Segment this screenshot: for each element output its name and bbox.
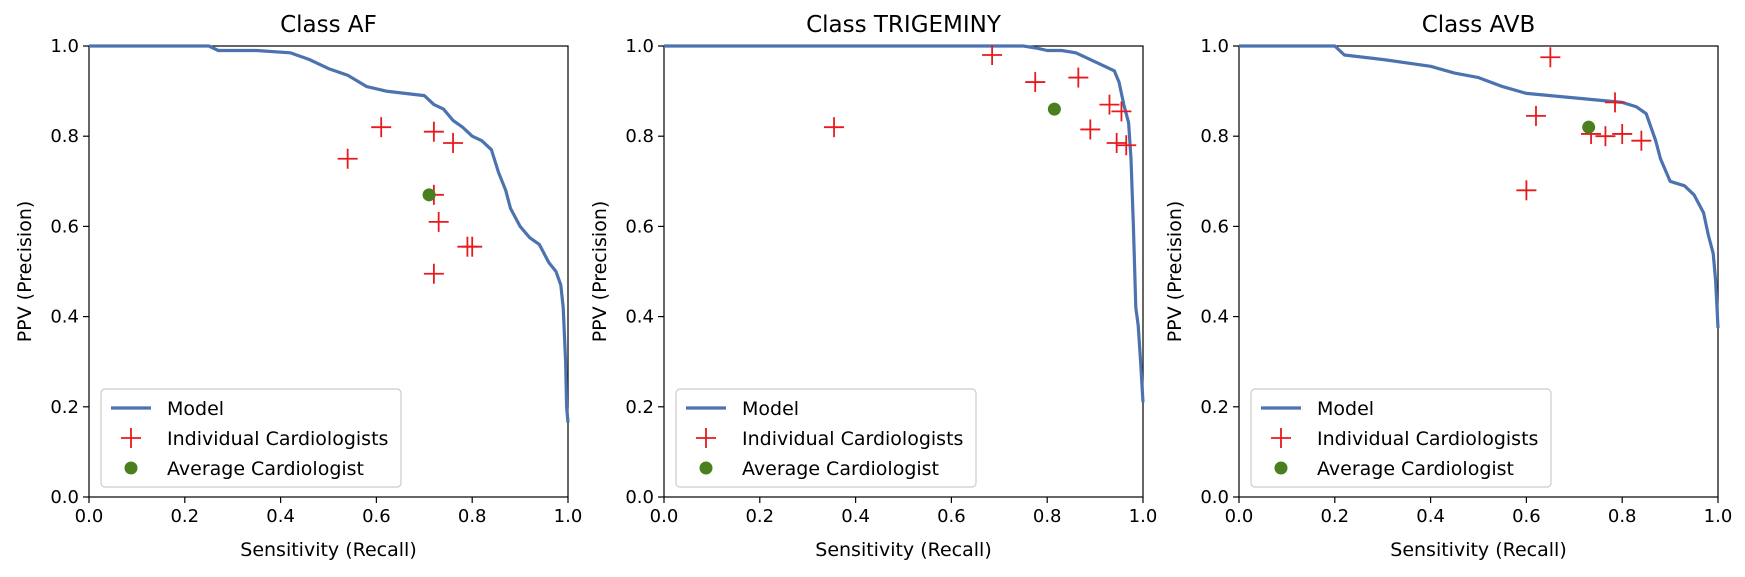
y-tick-label: 0.6 [1200,216,1229,237]
x-tick-label: 0.6 [362,506,391,527]
x-tick-label: 0.8 [458,506,487,527]
legend-label: Model [742,398,799,420]
legend-plus-swatch [696,428,716,448]
legend-dot-swatch [1274,461,1288,475]
cardiologist-point [1612,123,1633,144]
chart-title: Class TRIGEMINY [806,12,1002,38]
y-tick-label: 0.6 [625,216,654,237]
chart-title: Class AVB [1422,12,1536,38]
chart-panel-0: Class AF 0.0 0.2 0.4 0.6 0.8 1.0 0.0 0.2 0.4 0.6 0.… [14,12,582,561]
cardiologist-point [1525,105,1546,126]
x-axis-label: Sensitivity (Recall) [1390,539,1566,561]
cardiologist-point [1068,67,1089,88]
x-axis-label: Sensitivity (Recall) [815,539,991,561]
chart-panel-2: Class AVB 0.0 0.2 0.4 0.6 0.8 1.0 0.0 0.2 0.4 0.6 0… [1164,12,1732,561]
legend-dot-swatch [699,461,713,475]
cardiologist-point [371,117,392,138]
cardiologist-point [1605,92,1626,113]
x-tick-label: 1.0 [554,506,583,527]
cardiologist-point [1116,135,1137,156]
cardiologist-point [337,148,358,169]
legend-label: Average Cardiologist [167,458,364,480]
cardiologist-point [1516,180,1537,201]
y-axis-label: PPV (Precision) [14,201,36,343]
x-tick-label: 0.6 [937,506,966,527]
legend-plus-swatch [121,428,141,448]
model-curve [1239,44,1720,328]
y-tick-label: 0.4 [625,307,654,328]
x-tick-label: 0.2 [745,506,774,527]
y-tick-label: 0.2 [1200,397,1229,418]
x-tick-label: 0.4 [1416,506,1445,527]
x-tick-label: 0.8 [1033,506,1062,527]
cardiologist-point [1111,101,1132,122]
y-tick-label: 0.0 [50,487,79,508]
x-tick-label: 0.6 [1512,506,1541,527]
legend-box [100,388,402,488]
average-cardiologist-point [1582,120,1596,134]
legend: Model Individual Cardiologists Average Car… [675,388,977,488]
x-tick-label: 1.0 [1129,506,1158,527]
y-tick-label: 0.4 [50,307,79,328]
cardiologist-point [824,117,845,138]
cardiologist-point [1595,126,1616,147]
y-tick-label: 1.0 [50,36,79,57]
y-tick-label: 1.0 [625,36,654,57]
average-cardiologist-point [1047,102,1061,116]
y-tick-label: 0.8 [50,126,79,147]
cardiologist-point [443,132,464,153]
y-tick-label: 0.8 [625,126,654,147]
y-tick-label: 0.0 [625,487,654,508]
legend-label: Model [167,398,224,420]
legend-box [1250,388,1552,488]
x-tick-label: 0.0 [650,506,679,527]
y-tick-label: 0.2 [50,397,79,418]
cardiologist-point [1080,119,1101,140]
x-axis-label: Sensitivity (Recall) [240,539,416,561]
cardiologist-point [1106,132,1127,153]
y-tick-label: 0.6 [50,216,79,237]
legend-label: Individual Cardiologists [1317,428,1538,450]
chart-panel-1: Class TRIGEMINY 0.0 0.2 0.4 0.6 0.8 1.0 0.0 0.2 0… [589,12,1157,561]
legend-label: Model [1317,398,1374,420]
y-tick-label: 0.2 [625,397,654,418]
cardiologist-point [1631,130,1652,151]
legend-label: Individual Cardiologists [742,428,963,450]
legend-label: Average Cardiologist [742,458,939,480]
cardiologist-point [1099,94,1120,115]
y-tick-label: 0.4 [1200,307,1229,328]
legend-label: Average Cardiologist [1317,458,1514,480]
cardiologist-point [982,45,1003,66]
x-tick-label: 0.0 [75,506,104,527]
x-tick-label: 0.0 [1225,506,1254,527]
legend: Model Individual Cardiologists Average Car… [100,388,402,488]
chart-title: Class AF [280,12,377,38]
cardiologist-point [423,121,444,142]
legend-label: Individual Cardiologists [167,428,388,450]
legend: Model Individual Cardiologists Average Car… [1250,388,1552,488]
x-tick-label: 0.4 [841,506,870,527]
legend-box [675,388,977,488]
legend-dot-swatch [124,461,138,475]
cardiologist-point [1540,47,1561,68]
x-tick-label: 1.0 [1704,506,1733,527]
cardiologist-point [428,211,449,232]
cardiologist-point [1025,72,1046,93]
x-tick-label: 0.8 [1608,506,1637,527]
y-tick-label: 1.0 [1200,36,1229,57]
x-tick-label: 0.2 [1320,506,1349,527]
model-curve [89,44,570,423]
y-tick-label: 0.8 [1200,126,1229,147]
y-tick-label: 0.0 [1200,487,1229,508]
x-tick-label: 0.2 [170,506,199,527]
cardiologist-point [462,236,483,257]
y-axis-label: PPV (Precision) [589,201,611,343]
legend-plus-swatch [1271,428,1291,448]
x-tick-label: 0.4 [266,506,295,527]
average-cardiologist-point [422,188,436,202]
y-axis-label: PPV (Precision) [1164,201,1186,343]
model-curve [664,44,1145,403]
cardiologist-point [423,263,444,284]
